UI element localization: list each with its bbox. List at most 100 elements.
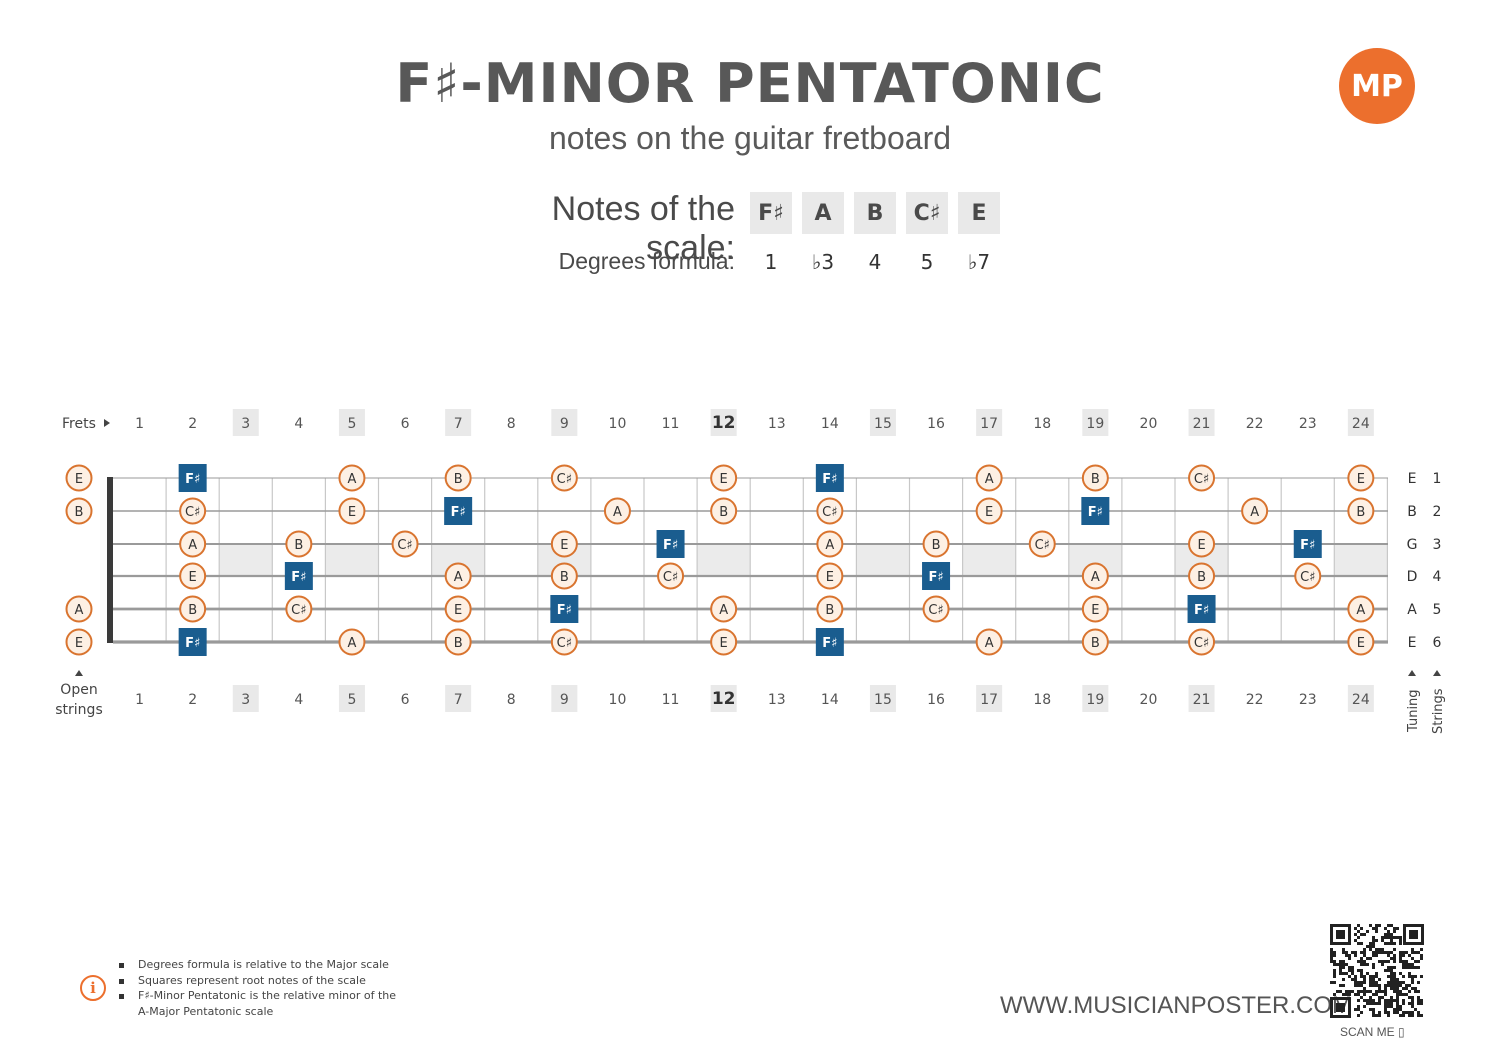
qr-module <box>1381 963 1384 966</box>
root-note-label: F♯ <box>663 538 678 553</box>
qr-module <box>1375 927 1378 930</box>
fret-number-highlight <box>976 409 1003 436</box>
qr-module <box>1399 993 1402 996</box>
degree-value: 5 <box>920 250 934 274</box>
fret-inlay-shade <box>1334 544 1388 576</box>
qr-module <box>1342 984 1345 987</box>
qr-module <box>1369 984 1372 987</box>
qr-module <box>1390 969 1393 972</box>
scale-note-label: C♯ <box>1300 570 1315 585</box>
fret-number: 22 <box>1246 692 1264 708</box>
frets-label: Frets <box>62 416 96 432</box>
scale-note-label: C♯ <box>928 603 943 618</box>
qr-module <box>1414 987 1417 990</box>
qr-module <box>1396 936 1399 939</box>
qr-module <box>1360 927 1363 930</box>
qr-module <box>1390 966 1393 969</box>
qr-module <box>1363 975 1366 978</box>
fret-number: 9 <box>560 692 569 708</box>
fret-number: 1 <box>135 416 144 432</box>
scale-note-circle <box>65 595 93 623</box>
qr-module <box>1360 996 1363 999</box>
qr-module <box>1369 981 1372 984</box>
scale-note-box: F♯ <box>750 192 792 234</box>
qr-module <box>1330 942 1351 945</box>
qr-module <box>1390 924 1393 927</box>
scale-note-label: A <box>613 505 622 520</box>
qr-module <box>1366 1002 1369 1005</box>
footer-note: A-Major Pentatonic scale <box>138 1004 274 1018</box>
qr-module <box>1384 1011 1387 1014</box>
qr-module <box>1342 966 1345 969</box>
scale-note-label: E <box>75 636 83 651</box>
qr-module <box>1402 1011 1405 1014</box>
qr-module <box>1387 930 1390 933</box>
scale-note-box: B <box>854 192 896 234</box>
qr-module <box>1351 978 1354 981</box>
qr-module <box>1405 951 1408 954</box>
qr-module <box>1339 969 1342 972</box>
qr-module <box>1354 978 1357 981</box>
root-note-square <box>815 464 844 492</box>
degrees-formula-label: Degrees formula: <box>558 248 735 274</box>
qr-module <box>1381 996 1384 999</box>
root-note-square <box>656 530 685 558</box>
qr-module <box>1384 993 1387 996</box>
qr-module <box>1402 975 1405 978</box>
fret-number-highlight <box>338 409 365 436</box>
qr-module <box>1363 933 1366 936</box>
qr-module <box>1372 981 1375 984</box>
root-note-square <box>178 464 207 492</box>
qr-module <box>1420 999 1423 1002</box>
qr-module <box>1342 993 1345 996</box>
qr-module <box>1417 996 1420 999</box>
website-link[interactable]: WWW.MUSICIANPOSTER.COM <box>1000 992 1352 1019</box>
qr-module <box>1390 1002 1393 1005</box>
qr-module <box>1387 954 1390 957</box>
qr-module <box>1372 993 1375 996</box>
qr-module <box>1330 924 1333 945</box>
scale-note-label: A <box>985 636 994 651</box>
qr-module <box>1378 984 1381 987</box>
info-icon: i <box>80 975 106 1001</box>
brand-logo[interactable]: MP <box>1339 48 1415 124</box>
root-note-label: F♯ <box>451 505 466 520</box>
fret-number: 23 <box>1299 416 1317 432</box>
qr-module <box>1369 999 1372 1002</box>
qr-module <box>1417 1014 1420 1017</box>
qr-module <box>1342 978 1345 981</box>
qr-module <box>1372 945 1375 948</box>
qr-module <box>1366 957 1369 960</box>
qr-code-icon[interactable] <box>1330 924 1424 1018</box>
scale-note-circle <box>1347 595 1375 623</box>
qr-module <box>1393 1011 1396 1014</box>
fret-number: 12 <box>712 413 736 433</box>
scale-note-circle <box>1028 530 1056 558</box>
scale-note-circle <box>179 562 207 590</box>
root-note-square <box>1187 595 1216 623</box>
qr-module <box>1384 987 1387 990</box>
qr-module <box>1384 969 1387 972</box>
qr-module <box>1339 966 1342 969</box>
qr-module <box>1402 1002 1405 1005</box>
qr-module <box>1378 1011 1381 1014</box>
scale-note-circle <box>816 497 844 525</box>
qr-module <box>1369 924 1372 927</box>
phone-icon: ▯ <box>1398 1025 1405 1039</box>
qr-module <box>1384 951 1387 954</box>
scale-note-circle <box>1081 628 1109 656</box>
page-subtitle: notes on the guitar fretboard <box>548 120 952 156</box>
fret-number-highlight <box>1188 409 1215 436</box>
qr-module <box>1417 1002 1420 1005</box>
root-note-square <box>1293 530 1322 558</box>
string-number: 5 <box>1433 602 1442 618</box>
scale-note-circle <box>710 628 738 656</box>
qr-module <box>1360 984 1363 987</box>
qr-module <box>1360 960 1363 963</box>
qr-module <box>1384 936 1387 939</box>
scale-note-circle <box>1188 530 1216 558</box>
qr-module <box>1402 999 1405 1002</box>
scale-note-label: E <box>826 570 834 585</box>
qr-module <box>1408 990 1411 993</box>
scale-note-circle <box>338 497 366 525</box>
